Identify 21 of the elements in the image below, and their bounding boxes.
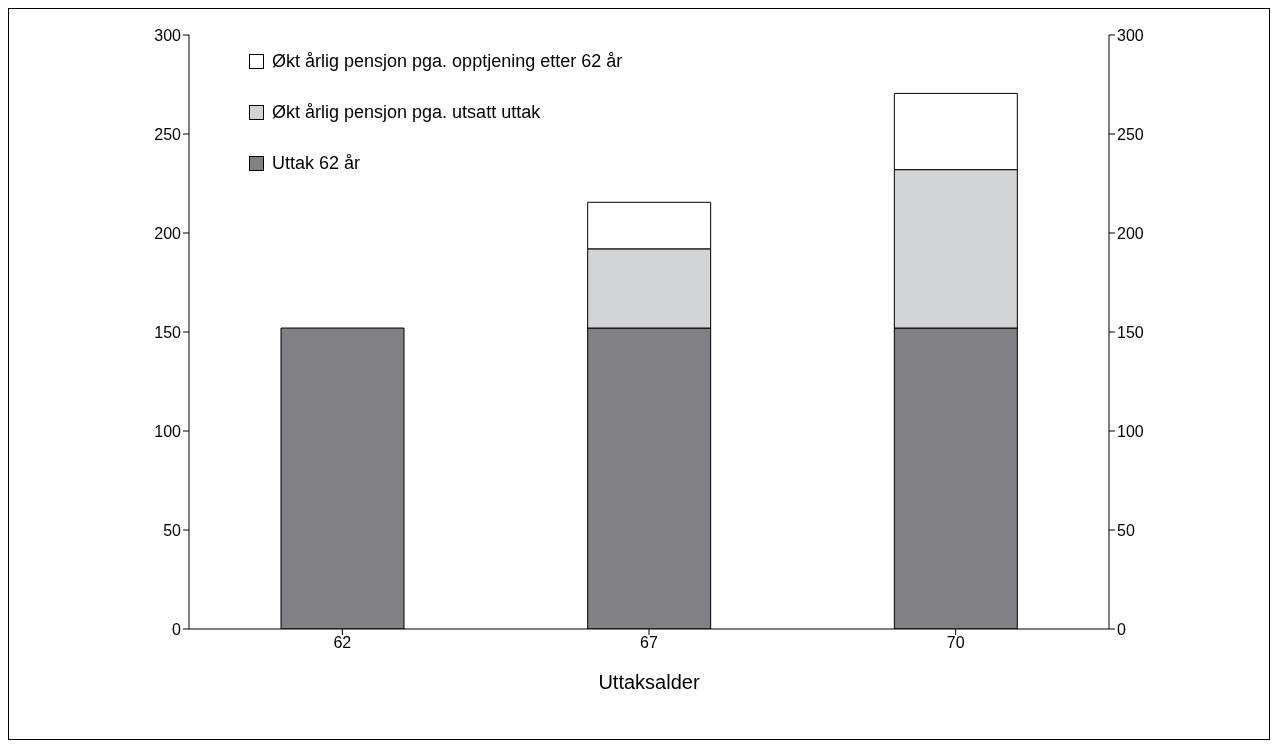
x-tick-label: 67	[640, 634, 658, 652]
legend-label: Økt årlig pensjon pga. opptjening etter 62 år	[272, 51, 623, 72]
y-tick-label: 150	[154, 323, 182, 341]
x-tick-label: 62	[333, 634, 352, 652]
y2-tick-label: 50	[1117, 521, 1135, 539]
y2-tick-label: 200	[1117, 224, 1144, 242]
y2-tick-label: 250	[1117, 125, 1144, 143]
y-tick-label: 50	[163, 521, 182, 539]
y-tick-label: 300	[154, 26, 182, 44]
y2-tick-label: 150	[1117, 323, 1144, 341]
legend-label: Økt årlig pensjon pga. utsatt uttak	[272, 102, 541, 123]
y-tick-label: 200	[154, 224, 182, 242]
y-tick-label: 100	[154, 422, 182, 440]
y2-tick-label: 0	[1117, 620, 1126, 638]
legend-label: Uttak 62 år	[272, 153, 361, 174]
y2-tick-label: 100	[1117, 422, 1144, 440]
x-tick-label: 70	[946, 634, 965, 652]
y-tick-label: 250	[154, 125, 182, 143]
y-tick-label: 0	[172, 620, 182, 638]
x-axis-title: Uttaksalder	[598, 671, 700, 693]
y2-tick-label: 300	[1117, 26, 1144, 44]
